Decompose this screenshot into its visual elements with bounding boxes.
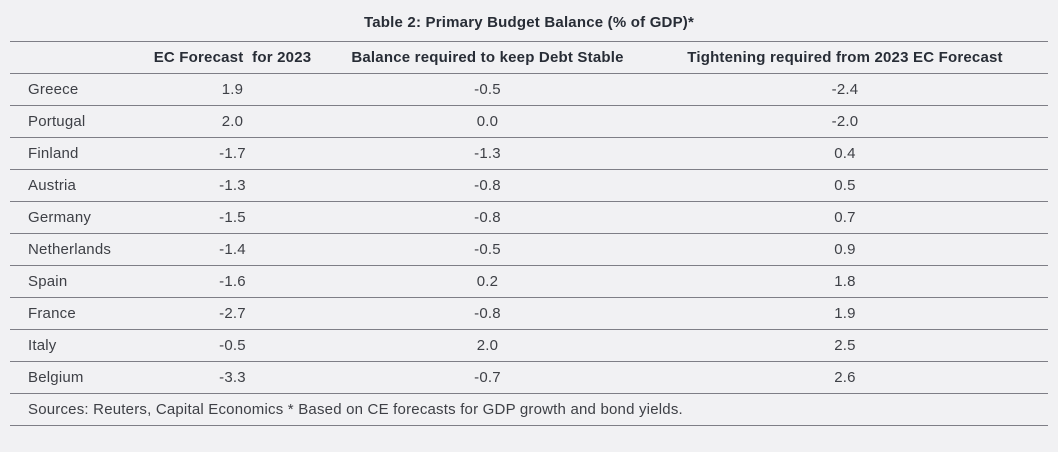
table-row: Netherlands -1.4 -0.5 0.9 [10,233,1048,266]
column-header-balance: Balance required to keep Debt Stable [315,41,660,74]
country-cell: Austria [10,169,150,202]
forecast-cell: 1.9 [150,73,315,106]
forecast-cell: -0.5 [150,329,315,362]
country-cell: Spain [10,265,150,298]
tightening-cell: 0.5 [660,169,1048,202]
table-row: Germany -1.5 -0.8 0.7 [10,201,1048,234]
table-footnote: Sources: Reuters, Capital Economics * Ba… [10,393,1048,426]
forecast-cell: -3.3 [150,361,315,394]
country-cell: Germany [10,201,150,234]
table-row: Spain -1.6 0.2 1.8 [10,265,1048,298]
table-row: France -2.7 -0.8 1.9 [10,297,1048,330]
country-cell: Portugal [10,105,150,138]
table-row: Belgium -3.3 -0.7 2.6 [10,361,1048,394]
tightening-cell: 0.4 [660,137,1048,170]
table-title: Table 2: Primary Budget Balance (% of GD… [363,14,695,31]
tightening-cell: -2.0 [660,105,1048,138]
forecast-cell: -1.7 [150,137,315,170]
forecast-cell: -1.3 [150,169,315,202]
column-header-tightening: Tightening required from 2023 EC Forecas… [660,41,1048,74]
country-cell: Finland [10,137,150,170]
column-header-forecast: EC Forecast for 2023 [150,41,315,74]
balance-cell: -0.7 [315,361,660,394]
forecast-cell: -1.6 [150,265,315,298]
country-cell: Netherlands [10,233,150,266]
country-cell: Greece [10,73,150,106]
budget-balance-table: EC Forecast for 2023 Balance required to… [10,41,1048,426]
tightening-cell: 2.6 [660,361,1048,394]
tightening-cell: 2.5 [660,329,1048,362]
balance-cell: 0.2 [315,265,660,298]
header-row: EC Forecast for 2023 Balance required to… [10,41,1048,74]
balance-cell: -1.3 [315,137,660,170]
tightening-cell: 1.9 [660,297,1048,330]
balance-cell: -0.8 [315,169,660,202]
table-row: Portugal 2.0 0.0 -2.0 [10,105,1048,138]
balance-cell: -0.8 [315,201,660,234]
country-cell: Belgium [10,361,150,394]
country-cell: Italy [10,329,150,362]
country-cell: France [10,297,150,330]
balance-cell: -0.5 [315,233,660,266]
forecast-cell: -1.5 [150,201,315,234]
tightening-cell: 0.7 [660,201,1048,234]
footnote-row: Sources: Reuters, Capital Economics * Ba… [10,393,1048,426]
forecast-cell: -2.7 [150,297,315,330]
table-row: Finland -1.7 -1.3 0.4 [10,137,1048,170]
table-row: Greece 1.9 -0.5 -2.4 [10,73,1048,106]
forecast-cell: 2.0 [150,105,315,138]
balance-cell: 0.0 [315,105,660,138]
tightening-cell: -2.4 [660,73,1048,106]
tightening-cell: 0.9 [660,233,1048,266]
balance-cell: -0.5 [315,73,660,106]
table-row: Italy -0.5 2.0 2.5 [10,329,1048,362]
column-header-country [10,41,150,74]
forecast-cell: -1.4 [150,233,315,266]
tightening-cell: 1.8 [660,265,1048,298]
table-row: Austria -1.3 -0.8 0.5 [10,169,1048,202]
balance-cell: 2.0 [315,329,660,362]
balance-cell: -0.8 [315,297,660,330]
